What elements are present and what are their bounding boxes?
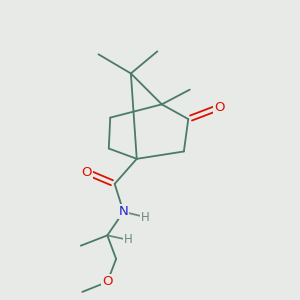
Text: H: H (124, 233, 132, 246)
Text: N: N (118, 205, 128, 218)
Text: O: O (214, 101, 224, 114)
Text: H: H (141, 211, 150, 224)
Text: O: O (102, 275, 112, 288)
Text: O: O (81, 166, 92, 178)
